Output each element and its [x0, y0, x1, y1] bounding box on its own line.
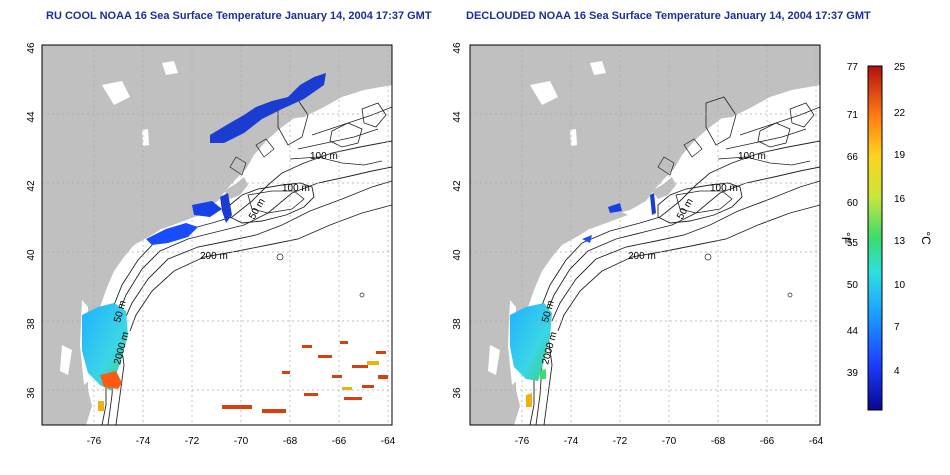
- left-x-tick: -66: [332, 436, 347, 447]
- left-x-axis: -76 -74 -72 -70 -68 -66 -64: [87, 436, 396, 447]
- right-y-tick: 44: [452, 111, 463, 123]
- right-x-tick: -74: [564, 436, 579, 447]
- colorbar-f-tick: 55: [847, 238, 859, 249]
- colorbar-c-tick: 25: [894, 62, 906, 73]
- left-y-tick: 40: [26, 249, 37, 261]
- right-y-tick: 42: [452, 180, 463, 192]
- right-x-tick: -70: [662, 436, 677, 447]
- sst-patch-long-island: [146, 223, 198, 245]
- left-x-tick: -72: [185, 436, 200, 447]
- sst-speckle-offshore: [222, 341, 388, 413]
- sst-patch-cape-cod: [608, 203, 622, 213]
- colorbar-gradient: [867, 65, 883, 411]
- colorbar-f-tick: 77: [847, 62, 859, 73]
- right-x-tick: -76: [515, 436, 530, 447]
- right-x-tick: -72: [613, 436, 628, 447]
- right-y-axis: 36 38 40 42 44 46: [452, 42, 463, 399]
- colorbar-c-tick: 4: [894, 366, 900, 377]
- sst-patch-nantucket: [220, 193, 232, 223]
- colorbar-f-tick: 44: [847, 326, 859, 337]
- sst-patch-midatlantic: [82, 303, 128, 391]
- right-contour-label-100m-b: 100 m: [710, 183, 738, 194]
- colorbar-fahrenheit-label: °F: [839, 232, 853, 244]
- right-y-tick: 36: [452, 387, 463, 399]
- right-y-tick: 40: [452, 249, 463, 261]
- colorbar-f-tick: 50: [847, 280, 859, 291]
- colorbar-c-tick: 16: [894, 194, 906, 205]
- left-map-title: RU COOL NOAA 16 Sea Surface Temperature …: [46, 10, 432, 22]
- left-contour-label-100m-b: 100 m: [282, 183, 310, 194]
- right-y-tick: 38: [452, 318, 463, 330]
- right-x-tick: -66: [760, 436, 775, 447]
- left-x-tick: -76: [87, 436, 102, 447]
- left-y-tick: 36: [26, 387, 37, 399]
- sst-patch-long-island: [582, 235, 592, 243]
- right-map-panel: 100 m 100 m 50 m 200 m 50 m 2000 m: [469, 44, 821, 426]
- colorbar: 77 71 66 60 55 50 44 39 25 22 19 16 13 1…: [839, 62, 933, 411]
- sst-patch-warm-spot: [100, 371, 122, 389]
- colorbar-f-tick: 39: [847, 368, 859, 379]
- left-x-tick: -68: [283, 436, 298, 447]
- colorbar-c-tick: 19: [894, 150, 906, 161]
- left-x-tick: -64: [381, 436, 396, 447]
- right-contour-label-200m: 200 m: [628, 251, 656, 262]
- right-y-tick: 46: [452, 42, 463, 54]
- colorbar-f-tick: 60: [847, 198, 859, 209]
- colorbar-c-tick: 22: [894, 108, 906, 119]
- colorbar-c-tick: 7: [894, 322, 900, 333]
- right-x-tick: -64: [809, 436, 824, 447]
- sst-patch-midatlantic: [510, 303, 552, 381]
- left-y-tick: 46: [26, 42, 37, 54]
- right-contour-label-100m-a: 100 m: [738, 151, 766, 162]
- left-x-tick: -70: [234, 436, 249, 447]
- left-y-tick: 44: [26, 111, 37, 123]
- left-y-axis: 36 38 40 42 44 46: [26, 42, 37, 399]
- left-y-tick: 38: [26, 318, 37, 330]
- left-y-tick: 42: [26, 180, 37, 192]
- right-map-title: DECLOUDED NOAA 16 Sea Surface Temperatur…: [466, 10, 871, 22]
- left-x-tick: -74: [136, 436, 151, 447]
- colorbar-f-tick: 71: [847, 110, 859, 121]
- colorbar-c-tick: 10: [894, 280, 906, 291]
- left-map-panel: 100 m 100 m 50 m 200 m 50 m 2000 m: [41, 44, 393, 426]
- left-contour-label-200m: 200 m: [200, 251, 228, 262]
- colorbar-f-tick: 66: [847, 152, 859, 163]
- colorbar-c-tick: 13: [894, 236, 906, 247]
- sst-patch-gulf-of-maine: [210, 73, 326, 143]
- colorbar-celsius-label: °C: [919, 231, 933, 245]
- left-contour-label-100m-a: 100 m: [310, 151, 338, 162]
- sst-patch-nantucket: [650, 193, 656, 215]
- right-x-tick: -68: [711, 436, 726, 447]
- right-x-axis: -76 -74 -72 -70 -68 -66 -64: [515, 436, 824, 447]
- sst-patch-cape-cod: [192, 201, 222, 217]
